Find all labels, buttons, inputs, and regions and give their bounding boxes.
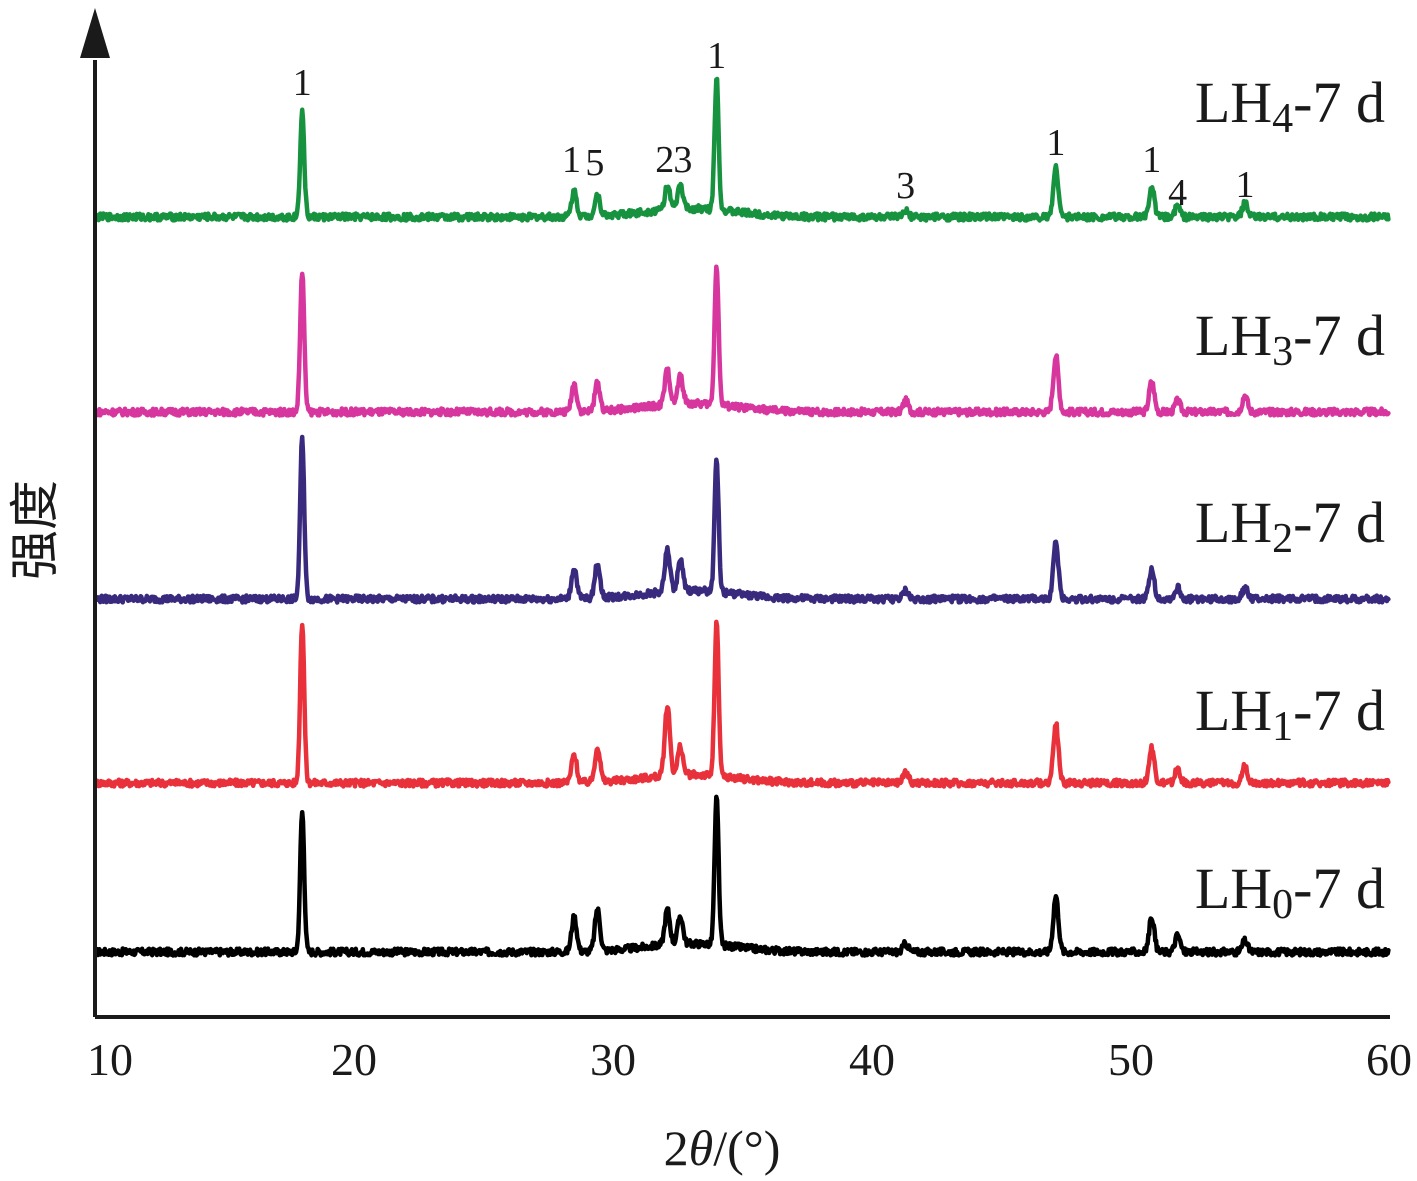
series-label-tail: -7 d: [1293, 856, 1385, 921]
series-label-2: LH2-7 d: [1195, 490, 1385, 562]
y-axis-title: 强度: [7, 480, 63, 580]
x-tick-labels: 10 20 30 40 50 60: [87, 1034, 1412, 1085]
series-label-tail: -7 d: [1293, 303, 1385, 368]
x-axis-title-theta: θ: [689, 1120, 714, 1176]
x-axis-title-suffix: /(°): [713, 1120, 780, 1176]
y-axis-arrow-icon: [80, 8, 110, 58]
series-label-main: LH: [1195, 678, 1272, 743]
series-line-1: [94, 619, 1391, 789]
x-axis-title: 2θ/(°): [664, 1120, 781, 1176]
series-group: [94, 76, 1391, 958]
series-label-subscript: 0: [1272, 882, 1293, 928]
series-line-0: [94, 794, 1391, 958]
x-tick-label-60: 60: [1366, 1034, 1412, 1085]
series-label-subscript: 4: [1272, 96, 1293, 142]
x-tick-label-30: 30: [590, 1034, 636, 1085]
peak-annotation-8: 1: [1142, 139, 1161, 181]
peak-annotation-0: 1: [293, 62, 312, 104]
peak-annotation-10: 1: [1235, 164, 1254, 206]
series-label-tail: -7 d: [1293, 70, 1385, 135]
peak-annotation-9: 4: [1168, 172, 1187, 214]
peak-annotation-1: 1: [562, 139, 581, 181]
peak-annotation-5: 1: [707, 35, 726, 77]
series-label-tail: -7 d: [1293, 678, 1385, 743]
series-label-subscript: 3: [1272, 329, 1293, 375]
series-label-main: LH: [1195, 490, 1272, 555]
series-line-4: [94, 76, 1391, 223]
series-label-0: LH0-7 d: [1195, 856, 1385, 928]
series-label-1: LH1-7 d: [1195, 678, 1385, 750]
peak-annotation-6: 3: [896, 165, 915, 207]
series-label-tail: -7 d: [1293, 490, 1385, 555]
series-label-main: LH: [1195, 303, 1272, 368]
peak-annotation-4: 3: [673, 139, 692, 181]
x-tick-label-40: 40: [849, 1034, 895, 1085]
series-label-main: LH: [1195, 856, 1272, 921]
peak-annotation-7: 1: [1046, 122, 1065, 164]
series-label-main: LH: [1195, 70, 1272, 135]
series-label-subscript: 1: [1272, 704, 1293, 750]
series-line-2: [94, 434, 1391, 605]
axes: [80, 8, 1390, 1019]
x-axis-title-prefix: 2: [664, 1120, 689, 1176]
series-line-3: [94, 264, 1391, 418]
series-label-4: LH4-7 d: [1195, 70, 1385, 142]
peak-annotation-3: 2: [655, 139, 674, 181]
x-tick-label-50: 50: [1108, 1034, 1154, 1085]
series-label-3: LH3-7 d: [1195, 303, 1385, 375]
series-label-subscript: 2: [1272, 516, 1293, 562]
x-tick-label-20: 20: [331, 1034, 377, 1085]
peak-annotation-2: 5: [585, 142, 604, 184]
x-tick-label-10: 10: [87, 1034, 133, 1085]
